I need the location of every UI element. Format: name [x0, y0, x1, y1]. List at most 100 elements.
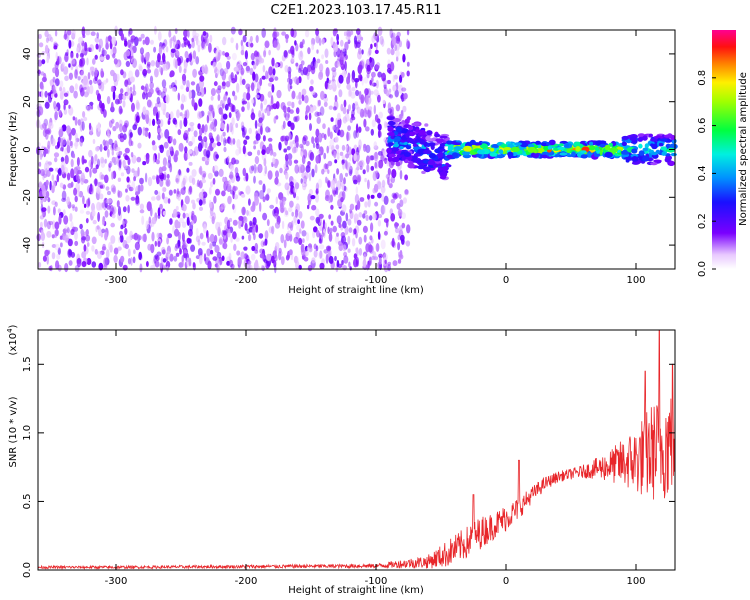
- heatmap-cell: [323, 152, 327, 160]
- heatmap-cell: [58, 128, 64, 138]
- heatmap-cell: [314, 60, 318, 69]
- heatmap-cell: [81, 236, 87, 241]
- heatmap-cell: [44, 44, 49, 54]
- heatmap-cell: [57, 208, 61, 214]
- heatmap-cell: [104, 158, 107, 164]
- heatmap-cell: [201, 241, 206, 246]
- heatmap-cell: [216, 251, 222, 259]
- heatmap-cell: [316, 49, 319, 54]
- heatmap-cell: [226, 183, 232, 193]
- heatmap-cell: [197, 248, 203, 256]
- heatmap-cell: [223, 234, 227, 240]
- heatmap-cell: [401, 156, 406, 161]
- heatmap-cell: [341, 204, 347, 213]
- heatmap-cell: [120, 69, 124, 76]
- heatmap-cell: [166, 173, 170, 179]
- heatmap-cell: [250, 42, 254, 48]
- heatmap-cell: [363, 210, 368, 215]
- heatmap-cell: [270, 95, 274, 105]
- heatmap-cell: [300, 145, 304, 154]
- heatmap-cell: [101, 184, 105, 189]
- heatmap-cell: [290, 184, 295, 194]
- heatmap-cell: [316, 111, 322, 117]
- heatmap-cell: [169, 38, 172, 49]
- heatmap-cell: [312, 142, 316, 149]
- heatmap-cell: [44, 148, 49, 154]
- heatmap-cell: [406, 29, 410, 36]
- heatmap-cell: [181, 221, 187, 228]
- heatmap-cell: [253, 175, 256, 184]
- heatmap-cell: [138, 37, 142, 42]
- heatmap-cell: [318, 251, 324, 260]
- heatmap-cell: [361, 49, 364, 55]
- heatmap-cell: [345, 212, 349, 222]
- heatmap-cell: [205, 36, 209, 47]
- heatmap-cell: [279, 204, 285, 214]
- heatmap-cell: [135, 115, 140, 123]
- heatmap-cell: [135, 185, 140, 195]
- heatmap-cell: [198, 199, 203, 206]
- heatmap-cell: [118, 93, 124, 100]
- heatmap-cell: [59, 86, 63, 92]
- heatmap-cell: [370, 43, 373, 49]
- heatmap-cell: [92, 167, 98, 174]
- heatmap-cell: [380, 239, 386, 250]
- heatmap-cell: [512, 152, 517, 157]
- colorbar-gradient: [712, 30, 736, 269]
- heatmap-cell: [105, 249, 110, 259]
- heatmap-cell: [109, 204, 114, 214]
- heatmap-cell: [233, 194, 239, 200]
- heatmap-cell: [227, 155, 230, 163]
- heatmap-cell: [144, 114, 150, 123]
- heatmap-cell: [404, 191, 409, 196]
- heatmap-cell: [229, 259, 234, 268]
- heatmap-cell: [161, 186, 166, 193]
- heatmap-cell: [321, 54, 325, 60]
- heatmap-cell: [167, 233, 173, 239]
- heatmap-cell: [365, 144, 371, 154]
- heatmap-cell: [341, 155, 346, 160]
- heatmap-cell: [447, 145, 454, 152]
- heatmap-cell: [374, 201, 379, 207]
- heatmap-cell: [54, 114, 57, 123]
- heatmap-cell: [131, 234, 137, 240]
- heatmap-cell: [117, 190, 123, 198]
- heatmap-cell: [204, 125, 207, 135]
- heatmap-cell: [120, 172, 125, 177]
- heatmap-cell: [315, 143, 320, 150]
- heatmap-cell: [152, 118, 156, 126]
- heatmap-cell: [312, 230, 316, 239]
- x-tick-label: 100: [626, 275, 645, 286]
- heatmap-cell: [241, 78, 246, 85]
- heatmap-cell: [298, 91, 302, 100]
- heatmap-cell: [56, 253, 61, 260]
- heatmap-cell: [74, 117, 78, 126]
- heatmap-region-0: [35, 25, 411, 274]
- heatmap-cell: [232, 203, 235, 210]
- heatmap-cell: [367, 194, 370, 200]
- heatmap-cell: [338, 74, 344, 84]
- heatmap-cell: [358, 144, 361, 152]
- heatmap-cell: [158, 166, 163, 176]
- snr-plot-area: [38, 330, 675, 570]
- heatmap-cell: [128, 28, 133, 35]
- heatmap-cell: [279, 167, 283, 174]
- heatmap-cell: [137, 126, 142, 136]
- heatmap-cell: [295, 141, 299, 148]
- heatmap-cell: [134, 36, 139, 47]
- heatmap-cell: [86, 257, 92, 266]
- heatmap-cell: [363, 253, 367, 261]
- heatmap-cell: [307, 47, 311, 55]
- heatmap-cell: [188, 161, 193, 166]
- heatmap-cell: [139, 47, 145, 55]
- heatmap-cell: [377, 192, 382, 199]
- heatmap-cell: [77, 169, 82, 175]
- heatmap-cell: [396, 56, 399, 62]
- heatmap-cell: [642, 155, 650, 162]
- heatmap-cell: [334, 159, 338, 164]
- heatmap-cell: [124, 40, 128, 47]
- heatmap-cell: [169, 70, 175, 77]
- heatmap-cell: [223, 137, 227, 147]
- heatmap-cell: [255, 59, 260, 66]
- heatmap-cell: [79, 138, 83, 147]
